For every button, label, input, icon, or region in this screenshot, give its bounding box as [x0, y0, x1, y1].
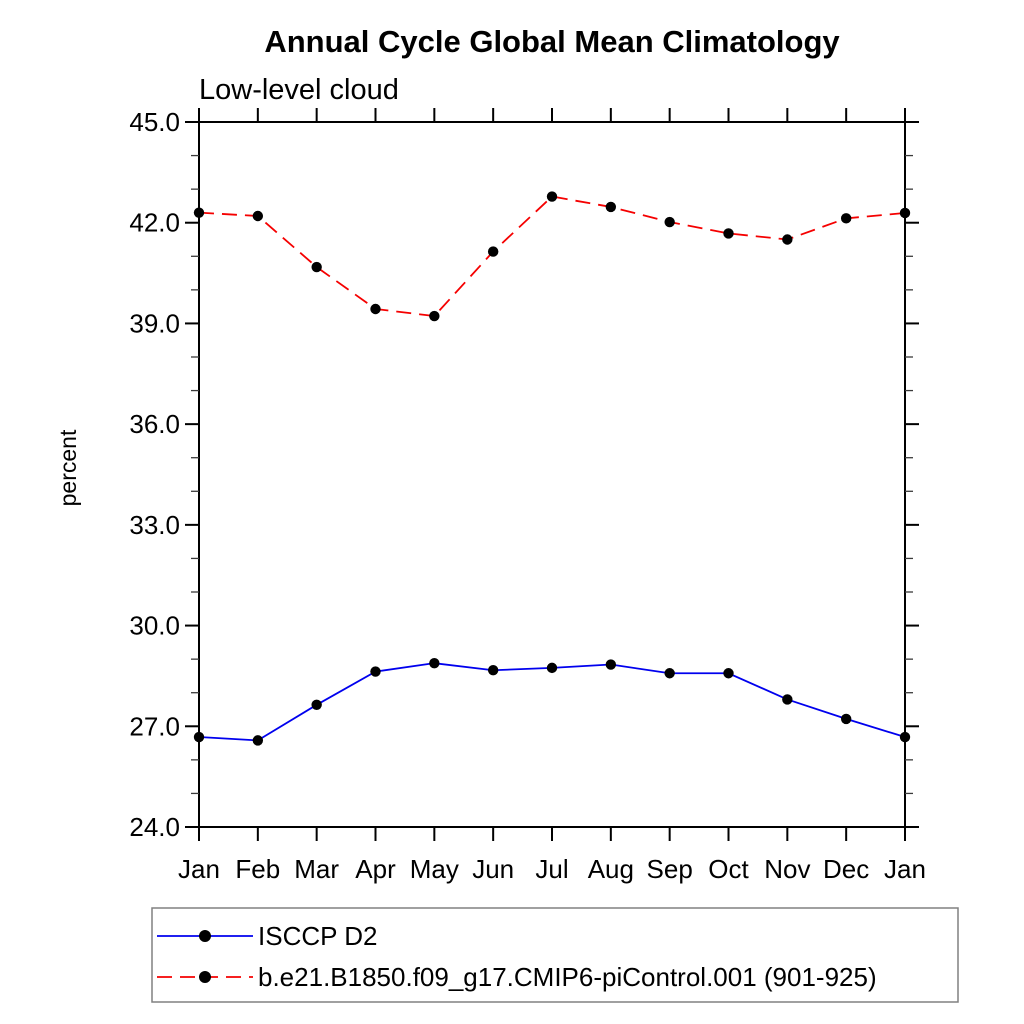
- series-1-marker: [487, 246, 499, 257]
- x-tick-label: Oct: [708, 854, 749, 884]
- plot-frame: [198, 121, 906, 828]
- series-0-marker: [664, 668, 675, 679]
- y-axis-label: percent: [55, 429, 81, 506]
- series-1-marker: [252, 210, 264, 222]
- y-tick-label: 39.0: [129, 308, 180, 338]
- x-tick-label: Jan: [178, 854, 220, 884]
- series-1-marker: [429, 310, 440, 322]
- legend-box: [151, 907, 959, 1003]
- legend-label-0: ISCCP D2: [258, 921, 377, 951]
- x-tick-label: Jun: [472, 854, 514, 884]
- series-line-1: [198, 195, 906, 317]
- series-1-marker: [311, 261, 322, 273]
- series-line-0: [198, 662, 906, 742]
- legend: ISCCP D2 b.e21.B1850.f09_g17.CMIP6-piCont…: [151, 907, 959, 1003]
- series-0-marker: [487, 665, 499, 676]
- y-axis-tick-labels: 24.0 27.0 30.0 33.0 36.0 39.0 42.0 45.0: [129, 107, 180, 842]
- series-1-marker: [193, 207, 205, 218]
- x-axis-tick-labels: Jan Feb Mar Apr May Jun Jul Aug Sep Oct Nov Dec Jan: [178, 854, 926, 884]
- series-0-marker: [782, 694, 793, 705]
- y-axis-major-ticks: [185, 121, 919, 828]
- series-0-marker: [252, 735, 264, 746]
- series-0-marker: [605, 659, 617, 670]
- series-0-marker: [193, 731, 205, 743]
- series-1-marker: [605, 201, 617, 213]
- x-tick-label: Apr: [355, 854, 396, 884]
- series-1-marker: [840, 213, 852, 224]
- x-tick-label: Aug: [588, 854, 634, 884]
- y-tick-label: 45.0: [129, 107, 180, 137]
- series-0-marker: [723, 668, 734, 679]
- y-tick-label: 42.0: [129, 208, 180, 238]
- y-axis-minor-ticks: [191, 154, 913, 795]
- legend-label-1: b.e21.B1850.f09_g17.CMIP6-piControl.001 …: [258, 962, 877, 992]
- x-axis-ticks: [198, 108, 906, 841]
- y-tick-label: 24.0: [129, 812, 180, 842]
- chart-title: Annual Cycle Global Mean Climatology: [264, 24, 840, 59]
- x-tick-label: Mar: [294, 854, 339, 884]
- y-tick-label: 30.0: [129, 611, 180, 641]
- series-1-marker: [546, 191, 558, 202]
- chart-subtitle: Low-level cloud: [199, 74, 399, 106]
- series-0-marker: [311, 699, 322, 710]
- series-0-marker: [840, 713, 852, 725]
- y-tick-label: 27.0: [129, 711, 180, 741]
- series-1-marker: [664, 216, 675, 228]
- series-lines: [198, 195, 906, 742]
- legend-marker-1: [199, 971, 211, 983]
- series-1-marker: [899, 207, 911, 219]
- series-0-marker: [899, 731, 911, 743]
- series-1-marker: [370, 303, 381, 315]
- x-tick-label: Sep: [647, 854, 693, 884]
- y-tick-label: 36.0: [129, 409, 180, 439]
- y-tick-label: 33.0: [129, 510, 180, 540]
- series-0-marker: [370, 666, 381, 677]
- series-1-marker: [723, 228, 734, 239]
- x-tick-label: Jan: [884, 854, 926, 884]
- x-tick-label: Dec: [823, 854, 869, 884]
- series-1-marker: [782, 234, 793, 245]
- x-tick-label: Nov: [764, 854, 810, 884]
- x-tick-label: Jul: [535, 854, 568, 884]
- x-tick-label: Feb: [235, 854, 280, 884]
- legend-marker-0: [199, 930, 211, 942]
- series-0-marker: [546, 662, 558, 674]
- series-0-marker: [429, 657, 440, 669]
- series-markers: [193, 191, 911, 746]
- x-tick-label: May: [410, 854, 459, 884]
- legend-entries: ISCCP D2 b.e21.B1850.f09_g17.CMIP6-piCont…: [157, 921, 877, 992]
